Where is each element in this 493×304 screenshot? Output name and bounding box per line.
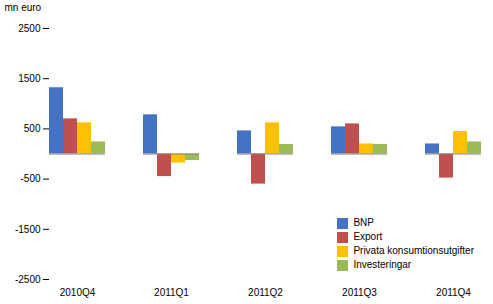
- svg-text:2011Q1: 2011Q1: [154, 287, 189, 298]
- html-text:BNP: BNP: [353, 217, 374, 228]
- svg-text:2010Q4: 2010Q4: [60, 287, 96, 298]
- svg-text:2011Q3: 2011Q3: [342, 287, 377, 298]
- svg-text:500: 500: [24, 123, 41, 134]
- svg-text:mn euro: mn euro: [5, 2, 42, 13]
- svg-text:-2500: -2500: [15, 274, 41, 285]
- svg-text:-500: -500: [20, 173, 40, 184]
- html-text:Privata konsumtionsutgifter: Privata konsumtionsutgifter: [353, 245, 474, 256]
- svg-text:1500: 1500: [18, 73, 41, 84]
- html-text:Investeringar: Investeringar: [353, 259, 412, 270]
- svg-text:2011Q4: 2011Q4: [436, 287, 471, 298]
- html-text:Export: Export: [353, 231, 383, 242]
- svg-text:-1500: -1500: [15, 224, 41, 235]
- svg-text:2011Q2: 2011Q2: [248, 287, 283, 298]
- svg-text:2500: 2500: [18, 23, 41, 34]
